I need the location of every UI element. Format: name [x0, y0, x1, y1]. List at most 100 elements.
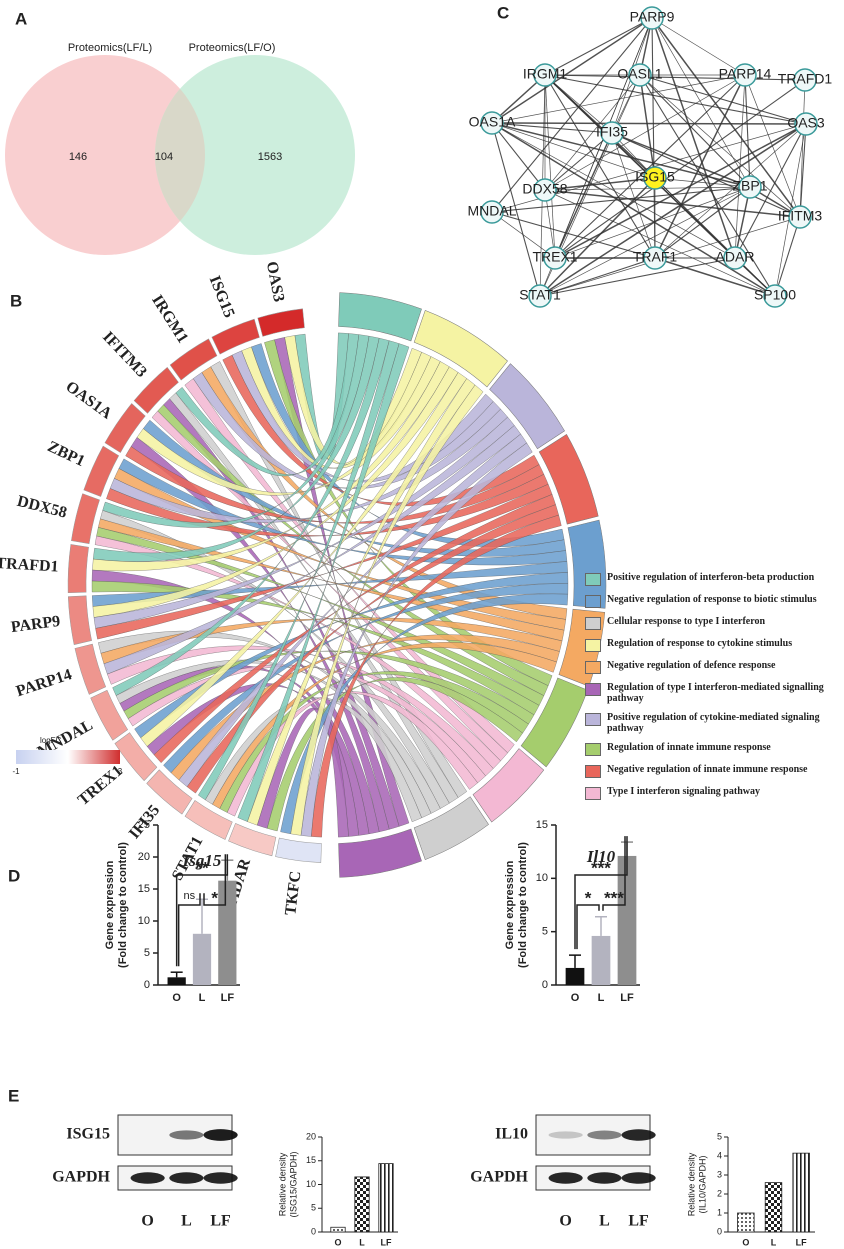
- network-edge: [491, 186, 751, 213]
- bar: [167, 977, 186, 985]
- network-node-label: IRGM1: [523, 66, 568, 82]
- bar: [378, 1163, 394, 1233]
- network-edge: [651, 17, 746, 76]
- chord-ribbon: [257, 707, 349, 838]
- network-edge: [639, 74, 801, 218]
- blot-band: [587, 1172, 622, 1184]
- blot-band: [587, 1130, 622, 1140]
- chord-ribbon: [153, 494, 556, 763]
- significance-bracket: [574, 836, 628, 950]
- network-edge: [491, 17, 653, 124]
- gene-arc: [228, 823, 277, 857]
- chord-ribbon: [205, 697, 422, 823]
- significance-bracket: [177, 893, 201, 967]
- y-tick-label: 25: [138, 819, 150, 831]
- chart-title: Isg15: [182, 851, 222, 870]
- chord-ribbon: [198, 340, 400, 801]
- panel-label: C: [497, 3, 509, 22]
- network-edge: [799, 123, 807, 218]
- panel-label: B: [10, 291, 22, 310]
- term-arc: [338, 292, 422, 342]
- legend-swatch: [585, 683, 601, 696]
- bar: [737, 1212, 755, 1233]
- logfc-tick-label: 3: [118, 767, 123, 776]
- network-edge: [544, 74, 806, 81]
- y-tick-label: 1: [717, 1207, 722, 1217]
- network-node-label: OAS1A: [469, 114, 516, 130]
- network-edge: [491, 122, 546, 191]
- network-edge: [639, 74, 776, 297]
- network-node: [543, 246, 567, 270]
- x-tick-label: L: [359, 1237, 365, 1247]
- y-tick-label: 10: [306, 1179, 316, 1189]
- network-edge: [539, 257, 736, 297]
- legend-swatch: [585, 765, 601, 778]
- network-edge: [554, 132, 613, 259]
- network-node-label: ADAR: [716, 249, 755, 265]
- chord-ribbon: [178, 433, 527, 787]
- legend-entry: Positive regulation of cytokine-mediated…: [585, 712, 840, 734]
- network-edge: [491, 17, 653, 213]
- significance-label: ***: [604, 888, 624, 907]
- network-node-label: ZBP1: [732, 178, 767, 194]
- x-tick-label: LF: [620, 992, 634, 1004]
- x-tick-label: L: [199, 992, 206, 1004]
- network-edge: [491, 122, 613, 134]
- significance-bracket: [576, 904, 600, 950]
- legend-swatch: [585, 661, 601, 674]
- y-tick-label: 0: [144, 979, 150, 991]
- legend-entry: Cellular response to type I interferon: [585, 616, 840, 630]
- chord-ribbon: [93, 416, 515, 629]
- blot-label: GAPDH: [52, 1169, 110, 1186]
- gene-arc: [133, 366, 179, 414]
- bar: [591, 935, 611, 985]
- gene-arc: [90, 689, 129, 741]
- chord-ribbon: [93, 335, 380, 562]
- chord-ribbon: [267, 677, 523, 832]
- significance-label: ns: [184, 890, 196, 902]
- chord-ribbon: [212, 642, 557, 809]
- chord-ribbon: [247, 378, 476, 826]
- bar: [330, 1226, 346, 1233]
- chord-ribbon: [92, 361, 450, 572]
- network-edge: [744, 74, 751, 188]
- blot-band: [621, 1172, 656, 1184]
- network-edge: [554, 123, 807, 259]
- network-node: [763, 284, 787, 308]
- gene-arc: [169, 338, 218, 381]
- term-legend: Positive regulation of interferon-beta p…: [585, 572, 840, 808]
- gene-label: PARP14: [14, 666, 74, 700]
- gene-label: DDX58: [15, 493, 68, 522]
- blot-band: [548, 1172, 583, 1184]
- gene-arc: [71, 493, 100, 544]
- gene-arc: [257, 308, 305, 337]
- legend-label: Type I interferon signaling pathway: [607, 786, 760, 797]
- network-node: [640, 6, 664, 30]
- y-tick-label: 5: [311, 1203, 316, 1213]
- chord-ribbon: [103, 425, 521, 675]
- legend-label: Positive regulation of interferon-beta p…: [607, 572, 815, 583]
- blot-band: [203, 1172, 238, 1184]
- gene-label: IFITM3: [99, 328, 150, 380]
- legend-entry: Regulation of innate immune response: [585, 742, 840, 756]
- network-edge: [544, 189, 776, 297]
- term-arc: [413, 796, 489, 860]
- network-node: [733, 63, 757, 87]
- bar: [792, 1152, 810, 1233]
- y-tick-label: 15: [306, 1155, 316, 1165]
- bar: [354, 1176, 370, 1233]
- logfc-scale: [16, 750, 120, 764]
- gene-label: OAS1A: [62, 378, 115, 423]
- network-node: [480, 111, 504, 135]
- legend-entry: Type I interferon signaling pathway: [585, 786, 840, 800]
- gene-arc: [184, 800, 233, 840]
- y-axis-label: (ISG15/GAPDH): [288, 1151, 298, 1217]
- network-node: [528, 284, 552, 308]
- network-node: [643, 166, 667, 190]
- gene-label: IRGM1: [148, 292, 191, 346]
- legend-label: Regulation of type I interferon-mediated…: [607, 682, 824, 704]
- legend-swatch: [585, 595, 601, 608]
- panel-label: D: [8, 866, 20, 885]
- lane-label: L: [181, 1213, 192, 1230]
